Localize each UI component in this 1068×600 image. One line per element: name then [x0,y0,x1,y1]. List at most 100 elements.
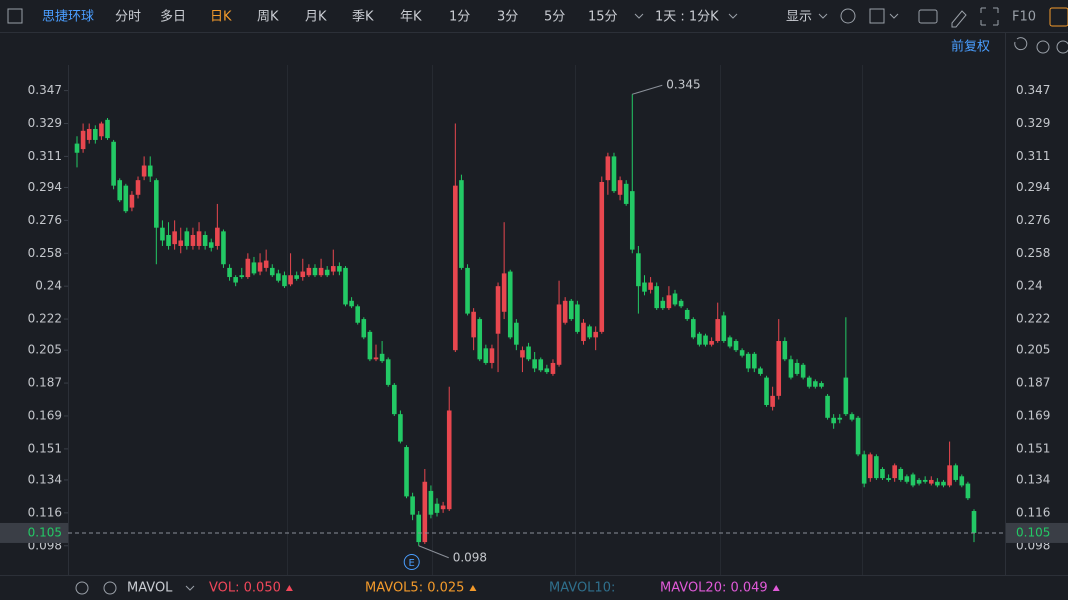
candle-body [623,183,629,204]
candle-body [99,123,104,137]
candle-body [178,240,184,246]
candle-body [514,322,519,345]
timeframe-tab[interactable]: 周K [257,10,279,25]
stock-name[interactable]: 思捷环球 [42,10,94,25]
candle-body [294,275,299,279]
candle-body [880,468,885,479]
timeframe-tab[interactable]: 5分 [544,10,565,25]
candle-body [593,331,598,338]
candle-body [501,273,507,312]
candle-body [745,353,751,369]
indicator-name[interactable]: MAVOL [127,581,173,596]
candle-body [465,267,470,314]
min-connector [418,545,449,559]
chevron[interactable] [634,13,644,19]
chevron[interactable] [889,13,899,19]
candle-body [947,465,952,486]
side-toggle[interactable] [1049,7,1068,27]
timeframe-tab[interactable]: 月K [305,10,327,25]
timeframe-tab[interactable]: 15分 [588,10,618,25]
candle-body [440,505,446,510]
candle-body [135,180,141,195]
y-tick-label: 0.205 [1016,343,1050,357]
panel-icon[interactable] [869,8,885,24]
candle-body [483,348,489,363]
timeframe-tab[interactable]: 1分 [449,10,470,25]
indicator-arrow [285,585,293,591]
menu-icon[interactable] [7,8,23,24]
timeframe-tab[interactable]: 日K [210,10,232,25]
candle-body [617,180,623,195]
adjust-button[interactable]: 前复权 [951,39,990,55]
candle-body [648,282,653,290]
candle-body [330,266,336,272]
candle-body [428,490,434,515]
timeframe-tab[interactable]: 1天 : 1分K [655,10,719,25]
indicator-settings-icon[interactable] [75,581,89,595]
chevron[interactable] [818,13,828,19]
f10-button[interactable]: F10 [1012,10,1036,25]
candle-body [526,346,531,360]
candle-body [154,180,159,228]
candle-body [477,319,483,360]
candle-body [196,231,202,246]
candle-body [172,231,177,245]
candle-body [678,300,684,307]
y-tick-label: 0.329 [28,116,62,130]
settings-icon[interactable] [840,8,856,24]
indicator-close-icon[interactable] [103,581,117,595]
min-label: 0.098 [453,550,487,564]
y-tick-label: 0.347 [1016,83,1050,97]
chevron[interactable] [185,585,195,591]
candle-body [660,300,666,309]
candle-body [629,191,635,250]
reset-icon[interactable] [1014,37,1028,51]
display-button[interactable]: 显示 [786,10,812,25]
candle-body [233,277,238,283]
candle-body [355,306,360,323]
indicator-value: MAVOL10: [549,581,615,596]
candle-body [739,350,745,356]
chevron[interactable] [728,13,738,19]
candle-body [562,300,568,323]
timeframe-tab[interactable]: 3分 [497,10,518,25]
timeframe-tab[interactable]: 分时 [115,10,141,25]
candle-body [922,479,928,482]
candle-body [434,503,440,513]
candle-body [239,275,245,278]
candle-body [935,481,940,486]
timeframe-tab[interactable]: 多日 [160,9,186,25]
y-tick-label: 0.187 [28,376,62,390]
candle-body [874,456,879,479]
candle-body [697,333,702,345]
draw-icon[interactable] [951,10,967,28]
candle-body [227,267,232,278]
candle-body [581,322,586,342]
timeframe-tab[interactable]: 季K [352,10,374,25]
candle-body [733,341,739,351]
candle-body [507,271,513,338]
candle-body [361,319,367,338]
current-price-label: 0.105 [28,525,62,539]
camera-icon[interactable] [918,9,938,24]
timeframe-tab[interactable]: 年K [400,10,422,25]
indicator-arrow [772,585,780,591]
zoom-in-icon[interactable] [1056,40,1068,54]
y-tick-label: 0.24 [35,279,62,293]
candle-body [422,481,428,543]
candle-body [306,267,312,276]
candle-body [453,185,458,351]
y-tick-label: 0.24 [1016,279,1043,293]
current-price-box [1006,522,1068,543]
zoom-out-icon[interactable] [1036,40,1050,54]
y-tick-label: 0.151 [1016,441,1050,455]
fullscreen-icon[interactable] [980,7,999,26]
y-tick-label: 0.116 [28,505,62,519]
candle-body [971,511,977,533]
candle-body [587,326,592,338]
candle-body [605,156,611,181]
candle-body [666,295,672,309]
event-marker[interactable]: E [409,558,415,569]
candle-body [166,235,171,246]
